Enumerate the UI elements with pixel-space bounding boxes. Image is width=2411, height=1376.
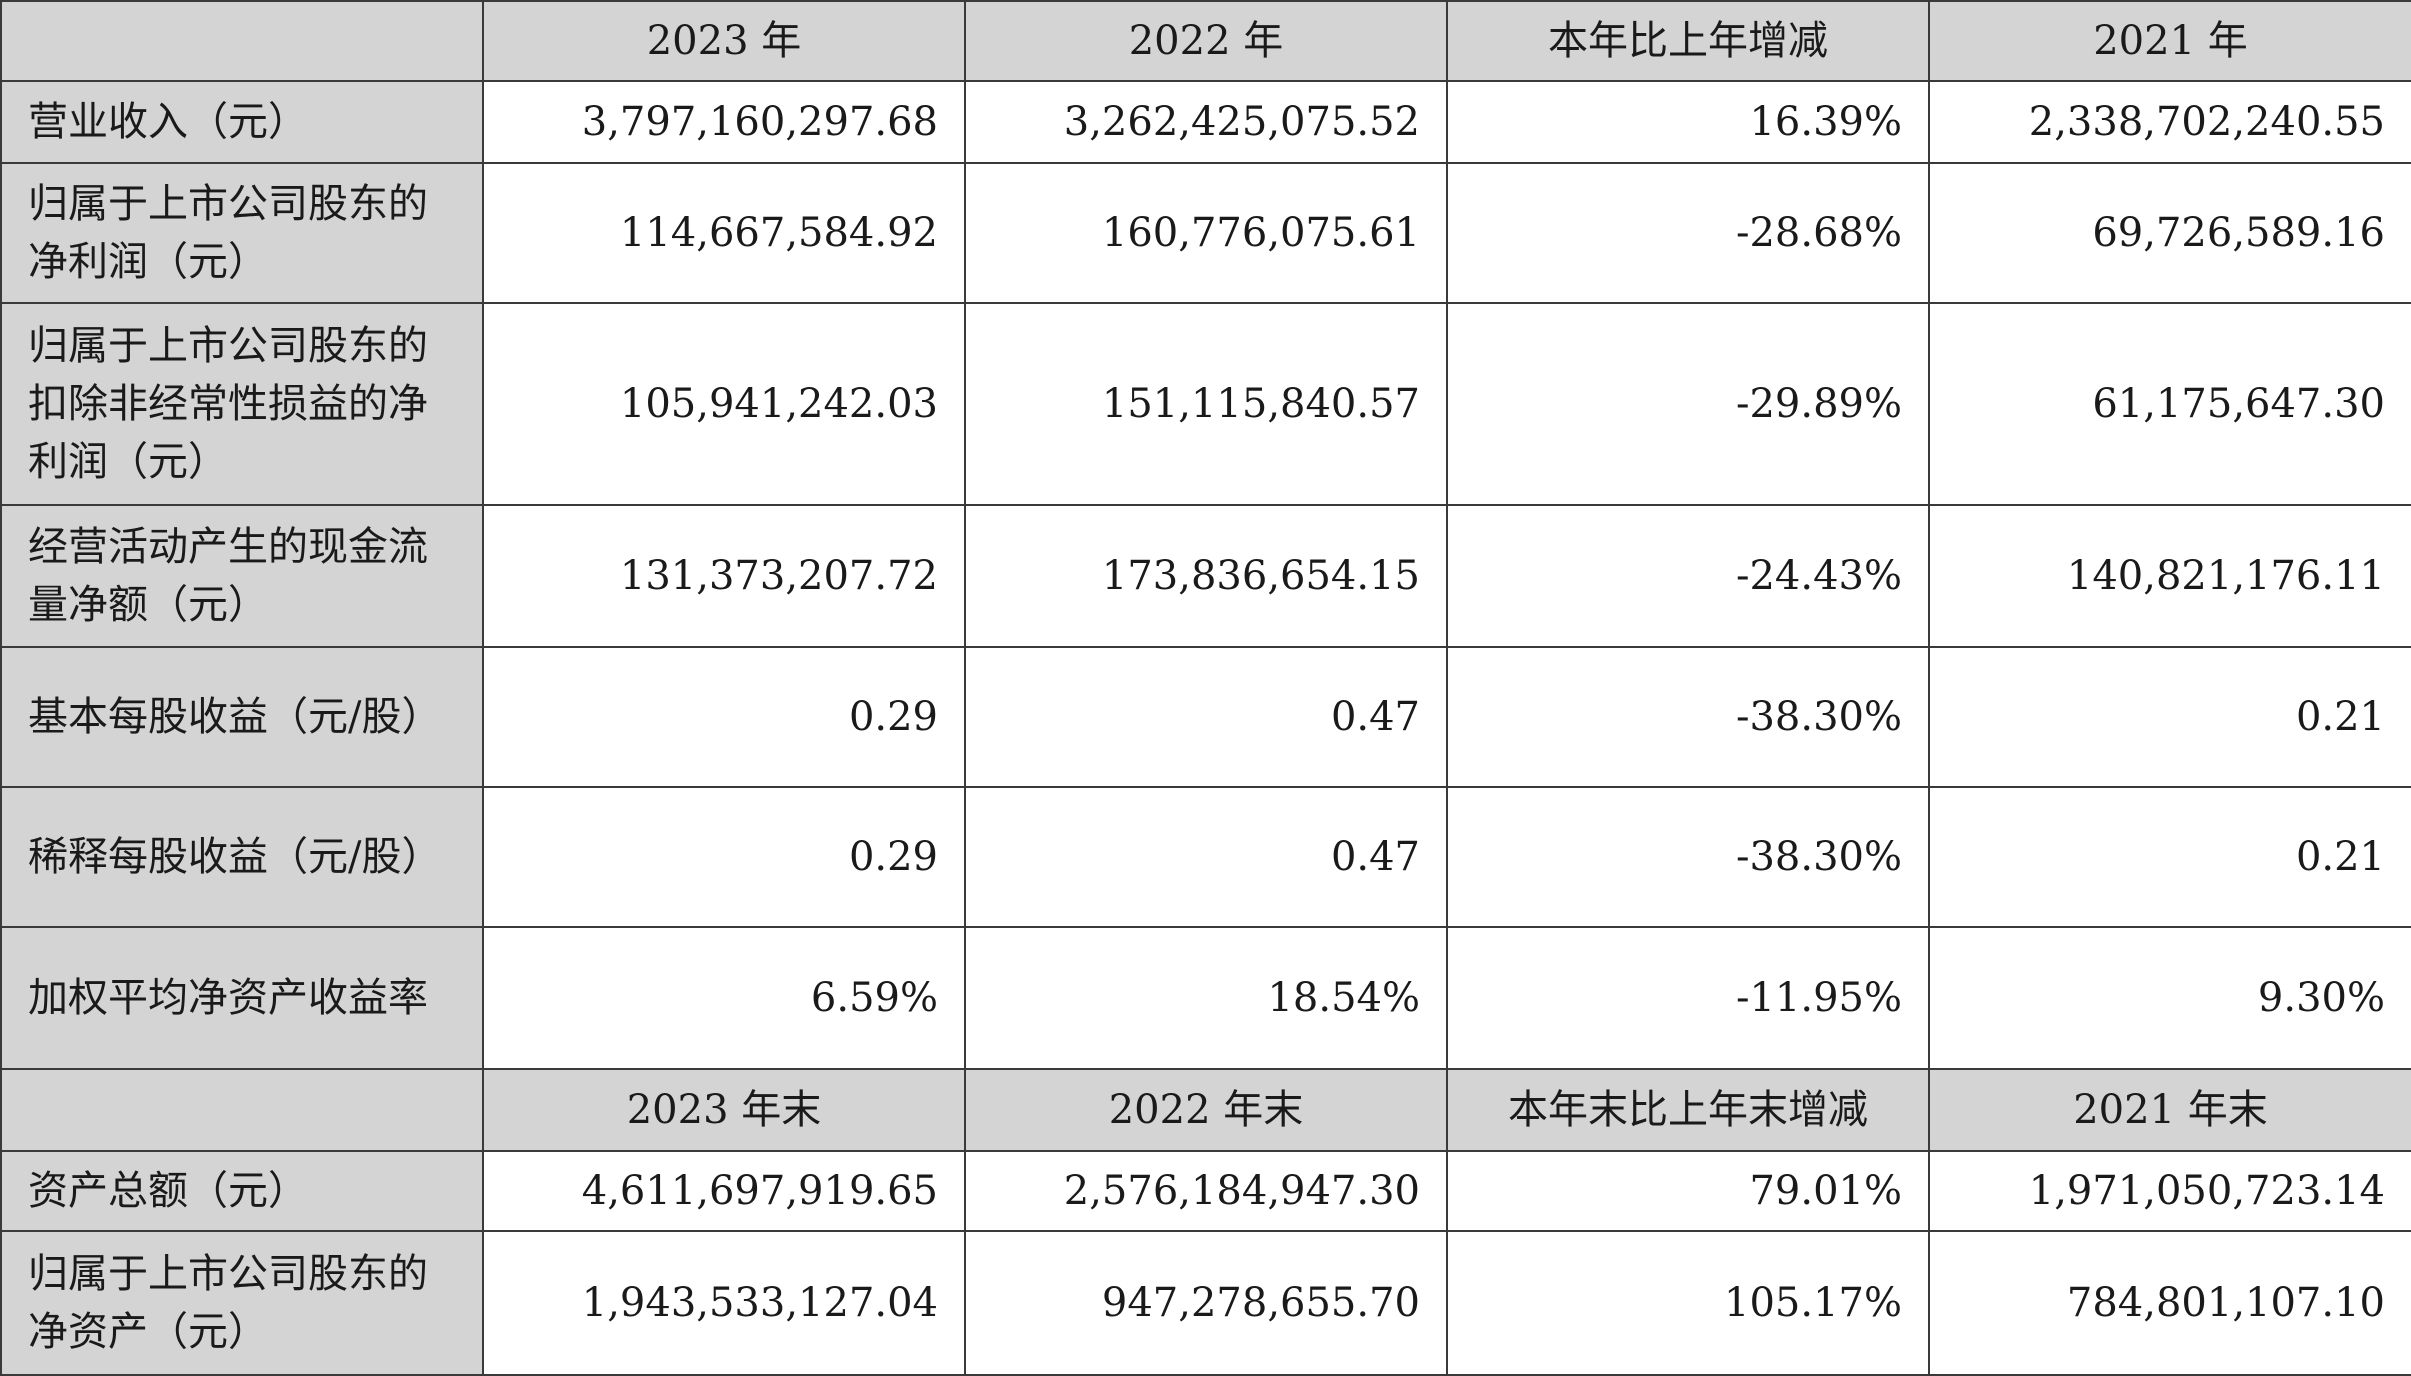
cell-2021: 61,175,647.30	[1928, 302, 2411, 506]
cell-2021: 2,338,702,240.55	[1928, 80, 2411, 164]
row-label: 归属于上市公司股东的扣除非经常性损益的净利润（元）	[0, 302, 484, 506]
cell-2023: 3,797,160,297.68	[482, 80, 966, 164]
table-row-basic-eps: 基本每股收益（元/股） 0.29 0.47 -38.30% 0.21	[0, 646, 2411, 788]
row-label: 稀释每股收益（元/股）	[0, 786, 484, 928]
row-label: 基本每股收益（元/股）	[0, 646, 484, 788]
table-row-net-profit-excl: 归属于上市公司股东的扣除非经常性损益的净利润（元） 105,941,242.03…	[0, 302, 2411, 506]
cell-2022: 947,278,655.70	[964, 1230, 1448, 1376]
cell-2021: 0.21	[1928, 646, 2411, 788]
header-blank-cell	[0, 0, 484, 82]
cell-change: -24.43%	[1446, 504, 1930, 648]
cell-2022: 0.47	[964, 786, 1448, 928]
cell-2023: 131,373,207.72	[482, 504, 966, 648]
table-row-net-assets: 归属于上市公司股东的净资产（元） 1,943,533,127.04 947,27…	[0, 1230, 2411, 1376]
header-2023-end: 2023 年末	[482, 1068, 966, 1152]
cell-2022: 2,576,184,947.30	[964, 1150, 1448, 1232]
table-row-total-assets: 资产总额（元） 4,611,697,919.65 2,576,184,947.3…	[0, 1150, 2411, 1232]
header-2021: 2021 年	[1928, 0, 2411, 82]
cell-2022: 0.47	[964, 646, 1448, 788]
table-row-diluted-eps: 稀释每股收益（元/股） 0.29 0.47 -38.30% 0.21	[0, 786, 2411, 928]
cell-2022: 18.54%	[964, 926, 1448, 1070]
header-blank-cell	[0, 1068, 484, 1152]
header-2023: 2023 年	[482, 0, 966, 82]
row-label: 加权平均净资产收益率	[0, 926, 484, 1070]
header-2022: 2022 年	[964, 0, 1448, 82]
cell-change: -38.30%	[1446, 786, 1930, 928]
cell-change: 16.39%	[1446, 80, 1930, 164]
cell-change: -11.95%	[1446, 926, 1930, 1070]
table-row-revenue: 营业收入（元） 3,797,160,297.68 3,262,425,075.5…	[0, 80, 2411, 164]
header-change: 本年比上年增减	[1446, 0, 1930, 82]
cell-change: -29.89%	[1446, 302, 1930, 506]
row-label: 归属于上市公司股东的净资产（元）	[0, 1230, 484, 1376]
cell-change: -28.68%	[1446, 162, 1930, 304]
cell-2021: 784,801,107.10	[1928, 1230, 2411, 1376]
cell-2023: 6.59%	[482, 926, 966, 1070]
row-label: 归属于上市公司股东的净利润（元）	[0, 162, 484, 304]
table-row-net-profit: 归属于上市公司股东的净利润（元） 114,667,584.92 160,776,…	[0, 162, 2411, 304]
header-2022-end: 2022 年末	[964, 1068, 1448, 1152]
cell-2023: 1,943,533,127.04	[482, 1230, 966, 1376]
cell-2023: 105,941,242.03	[482, 302, 966, 506]
header-change-end: 本年末比上年末增减	[1446, 1068, 1930, 1152]
header-2021-end: 2021 年末	[1928, 1068, 2411, 1152]
table-row-operating-cashflow: 经营活动产生的现金流量净额（元） 131,373,207.72 173,836,…	[0, 504, 2411, 648]
cell-2021: 9.30%	[1928, 926, 2411, 1070]
cell-change: 105.17%	[1446, 1230, 1930, 1376]
cell-2023: 4,611,697,919.65	[482, 1150, 966, 1232]
cell-2022: 151,115,840.57	[964, 302, 1448, 506]
cell-change: 79.01%	[1446, 1150, 1930, 1232]
yearend-header-row: 2023 年末 2022 年末 本年末比上年末增减 2021 年末	[0, 1068, 2411, 1152]
cell-2021: 1,971,050,723.14	[1928, 1150, 2411, 1232]
cell-2023: 114,667,584.92	[482, 162, 966, 304]
row-label: 资产总额（元）	[0, 1150, 484, 1232]
cell-2021: 140,821,176.11	[1928, 504, 2411, 648]
cell-2023: 0.29	[482, 786, 966, 928]
cell-2023: 0.29	[482, 646, 966, 788]
cell-2022: 3,262,425,075.52	[964, 80, 1448, 164]
row-label: 营业收入（元）	[0, 80, 484, 164]
cell-2022: 173,836,654.15	[964, 504, 1448, 648]
cell-2021: 0.21	[1928, 786, 2411, 928]
cell-change: -38.30%	[1446, 646, 1930, 788]
row-label: 经营活动产生的现金流量净额（元）	[0, 504, 484, 648]
table-row-roe: 加权平均净资产收益率 6.59% 18.54% -11.95% 9.30%	[0, 926, 2411, 1070]
annual-header-row: 2023 年 2022 年 本年比上年增减 2021 年	[0, 0, 2411, 82]
cell-2022: 160,776,075.61	[964, 162, 1448, 304]
cell-2021: 69,726,589.16	[1928, 162, 2411, 304]
